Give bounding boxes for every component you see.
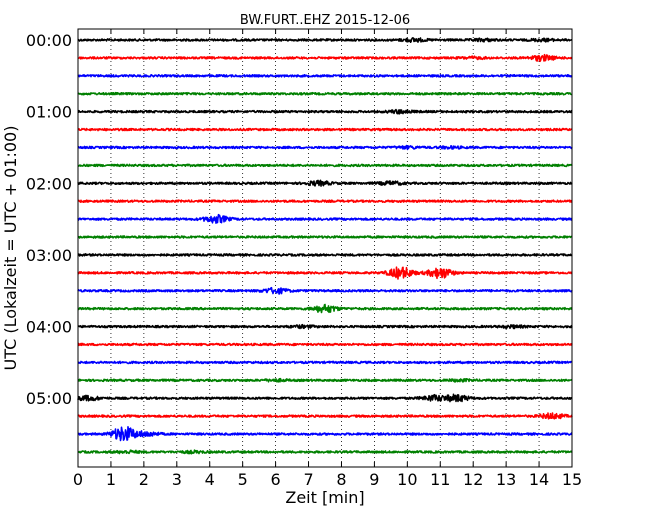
y-axis-label: UTC (Lokalzeit = UTC + 01:00) [1,126,20,371]
seismic-trace [77,377,573,383]
x-tick-label: 8 [336,470,346,489]
seismic-trace [77,342,573,347]
y-tick-label: 02:00 [26,174,72,193]
x-tick-label: 9 [369,470,379,489]
seismic-trace [77,286,573,295]
x-tick-label: 1 [106,470,116,489]
seismic-trace [77,323,573,330]
seismic-trace [77,235,573,239]
seismic-trace [77,393,573,403]
y-tick-label: 03:00 [26,246,72,265]
chart-title: BW.FURT..EHZ 2015-12-06 [240,13,410,28]
seismic-trace [77,303,573,314]
x-tick-label: 12 [463,470,483,489]
x-tick-label: 7 [303,470,313,489]
x-tick-label: 13 [496,470,516,489]
seismic-trace [77,108,573,115]
x-tick-label: 14 [529,470,549,489]
plot-frame [77,28,573,468]
seismic-trace [77,179,573,187]
x-tick-label: 11 [430,470,450,489]
seismic-trace [77,266,573,280]
seismic-trace [77,37,573,44]
seismic-trace [77,53,573,63]
seismic-trace [77,127,573,132]
x-tick-label: 5 [238,470,248,489]
seismic-trace [77,360,573,365]
seismic-trace [77,449,573,455]
seismic-trace [77,425,573,442]
seismic-trace [77,91,573,96]
seismic-trace [77,199,573,203]
seismic-trace [77,144,573,151]
x-tick-label: 15 [562,470,582,489]
axis-ticks: 0 1 2 3 4 5 6 7 8 9 10 11 12 13 14 1500:0001:0002:0003:… [26,29,582,489]
x-axis-label: Zeit [min] [285,488,364,507]
seismic-trace [77,213,573,224]
y-tick-label: 04:00 [26,318,72,337]
y-tick-label: 05:00 [26,389,72,408]
seismic-trace [77,253,573,257]
traces [77,37,573,455]
x-tick-label: 6 [271,470,281,489]
x-tick-label: 0 [73,470,83,489]
x-tick-label: 3 [172,470,182,489]
y-tick-label: 00:00 [26,31,72,50]
x-tick-label: 10 [397,470,417,489]
y-tick-label: 01:00 [26,103,72,122]
seismic-trace [77,74,573,78]
seismic-trace [77,163,573,168]
x-tick-label: 4 [205,470,215,489]
x-tick-label: 2 [139,470,149,489]
seismic-trace [77,412,573,420]
